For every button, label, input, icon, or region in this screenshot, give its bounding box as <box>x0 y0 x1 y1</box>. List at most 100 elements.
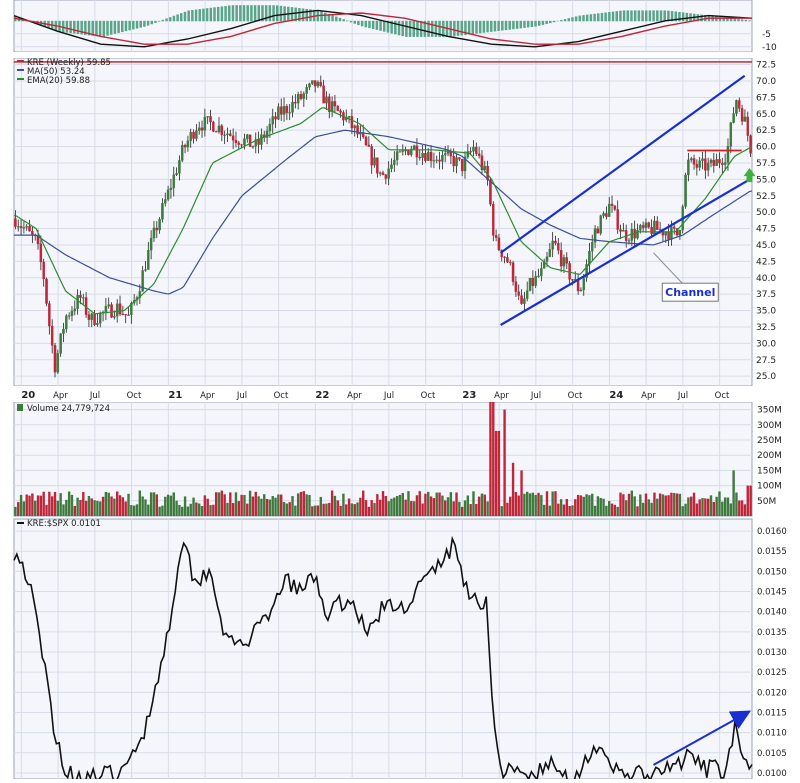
legend-swatch <box>17 60 24 62</box>
volume-bar <box>206 498 209 516</box>
histogram-bar <box>346 20 349 22</box>
volume-bar <box>130 505 133 516</box>
histogram-bar <box>65 20 69 33</box>
histogram-bar <box>526 20 530 28</box>
volume-bar <box>339 505 342 516</box>
annotation-pointer <box>653 252 683 284</box>
x-tick-label: Oct <box>274 391 289 401</box>
volume-bar <box>726 497 730 516</box>
candle-body <box>62 328 65 334</box>
volume-bar <box>311 506 314 516</box>
x-tick-label: Apr <box>347 391 362 401</box>
histogram-bar <box>305 8 309 22</box>
volume-bar <box>681 506 684 516</box>
candle-body <box>350 116 354 129</box>
volume-bar <box>582 496 585 516</box>
histogram-bar <box>242 5 246 22</box>
histogram-bar <box>423 20 427 37</box>
histogram-bar <box>637 10 641 22</box>
candle-body <box>59 333 62 354</box>
histogram-bar <box>427 20 430 37</box>
candle-body <box>19 226 23 228</box>
candle-body <box>670 226 673 240</box>
candle-body <box>285 106 289 113</box>
histogram-bar <box>168 17 172 22</box>
channel-lower-line <box>500 177 753 326</box>
candle-body <box>636 230 639 239</box>
volume-bar <box>183 496 187 516</box>
candle-body <box>582 277 586 291</box>
histogram-bar <box>135 20 139 29</box>
volume-bar <box>675 493 679 516</box>
volume-bar <box>364 500 368 516</box>
candle-body <box>384 174 388 179</box>
volume-bar <box>429 496 433 516</box>
histogram-bar <box>615 11 618 22</box>
legend-entry: KRE (Weekly) 59.85 <box>27 58 111 68</box>
candle-body <box>616 209 619 230</box>
volume-bar <box>328 502 331 516</box>
tick-label: 0.0135 <box>757 628 787 638</box>
histogram-bar <box>165 18 168 22</box>
histogram-bar <box>224 6 227 22</box>
tick-label: 45.0 <box>756 241 776 251</box>
histogram-bar <box>213 7 216 22</box>
volume-bar <box>333 495 337 516</box>
volume-bar <box>393 497 396 516</box>
volume-bar <box>687 497 690 516</box>
histogram-bar <box>220 6 224 22</box>
candle-body <box>70 310 74 316</box>
histogram-bar <box>401 20 404 37</box>
volume-bar <box>104 491 108 516</box>
volume-bar <box>568 505 571 516</box>
volume-bar <box>723 497 727 516</box>
candle-body <box>446 151 450 154</box>
histogram-bar <box>438 20 441 37</box>
volume-bar <box>234 492 238 516</box>
tick-label: 30.0 <box>756 339 776 349</box>
candle-body <box>121 313 125 315</box>
histogram-bar <box>696 14 700 22</box>
volume-bar <box>291 496 294 516</box>
ema20-line <box>13 107 753 315</box>
volume-bar <box>452 501 455 516</box>
volume-bar <box>271 496 274 516</box>
candle-body <box>16 226 20 228</box>
panel-ratio-frame <box>13 518 753 780</box>
volume-bar <box>678 493 682 516</box>
volume-bar <box>274 497 277 516</box>
candle-body <box>214 131 218 133</box>
candle-body <box>209 116 212 123</box>
histogram-bar <box>644 10 648 22</box>
volume-bar <box>285 503 289 516</box>
volume-bar <box>444 500 447 516</box>
volume-bar <box>500 506 503 516</box>
candle-body <box>296 94 300 104</box>
histogram-bar <box>231 5 235 22</box>
volume-bar <box>144 499 147 516</box>
candle-body <box>460 158 464 172</box>
volume-bar <box>172 492 175 516</box>
volume-bar <box>141 496 144 516</box>
candle-body <box>186 140 190 148</box>
volume-bar <box>260 498 263 516</box>
candle-body <box>299 94 303 99</box>
histogram-bar <box>589 14 593 22</box>
candle-body <box>732 113 735 123</box>
volume-bar <box>486 501 489 516</box>
candle-body <box>113 316 116 318</box>
volume-bar <box>531 492 535 516</box>
histogram-bar <box>512 20 515 30</box>
volume-bar <box>296 493 300 516</box>
candle-body <box>67 315 71 317</box>
volume-bar <box>511 462 515 516</box>
candle-body <box>124 314 127 316</box>
candle-body <box>330 101 334 112</box>
volume-bar <box>738 500 741 516</box>
candle-body <box>42 261 45 280</box>
volume-bar <box>732 470 735 516</box>
histogram-bar <box>335 16 338 22</box>
histogram-bar <box>357 20 360 26</box>
histogram-bar <box>323 12 327 22</box>
candle-body <box>477 153 481 156</box>
